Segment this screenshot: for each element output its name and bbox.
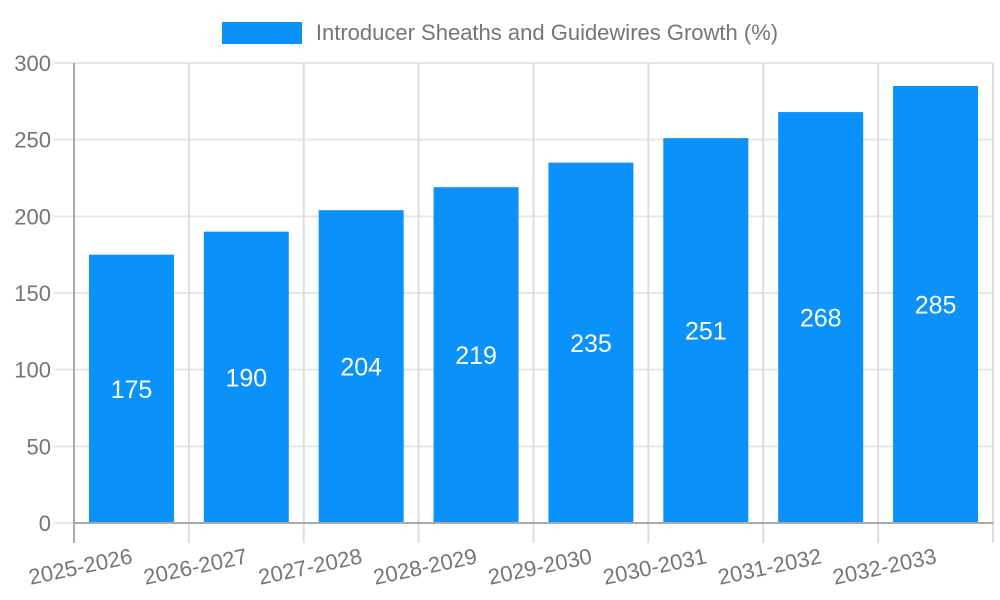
y-axis-tick-label: 200: [14, 204, 51, 229]
bar-value-label: 219: [455, 342, 497, 370]
x-axis-tick-label: 2031-2032: [716, 543, 824, 589]
bar-2028-2029[interactable]: [433, 187, 519, 523]
bar-value-label: 268: [800, 305, 842, 333]
bar-2025-2026[interactable]: [88, 254, 174, 523]
bar-value-label: 204: [340, 354, 382, 382]
y-axis-tick-label: 300: [14, 51, 51, 76]
y-axis-tick-label: 250: [14, 128, 51, 153]
bar-value-label: 285: [915, 292, 957, 320]
y-axis-tick-label: 100: [14, 358, 51, 383]
x-axis-tick-label: 2028-2029: [371, 543, 479, 589]
bar-2031-2032[interactable]: [778, 112, 864, 524]
bar-2030-2031[interactable]: [663, 138, 749, 523]
x-axis-tick-label: 2027-2028: [256, 543, 364, 589]
y-axis-tick-label: 0: [39, 511, 51, 536]
bar-value-label: 235: [570, 330, 612, 358]
x-axis-tick-label: 2029-2030: [486, 543, 594, 589]
bar-value-label: 190: [225, 364, 267, 392]
y-axis-tick-label: 50: [27, 434, 51, 459]
bar-2027-2028[interactable]: [318, 210, 404, 523]
bar-2029-2030[interactable]: [548, 162, 634, 523]
bar-2026-2027[interactable]: [203, 231, 289, 523]
bar-2032-2033[interactable]: [893, 86, 979, 523]
x-axis-tick-label: 2030-2031: [601, 543, 709, 589]
x-axis-tick-label: 2026-2027: [141, 543, 249, 589]
x-axis-tick-label: 2025-2026: [26, 543, 134, 589]
bar-value-label: 175: [111, 376, 153, 404]
y-axis-tick-label: 150: [14, 281, 51, 306]
x-axis-tick-label: 2032-2033: [830, 543, 938, 589]
bar-value-label: 251: [685, 318, 727, 346]
